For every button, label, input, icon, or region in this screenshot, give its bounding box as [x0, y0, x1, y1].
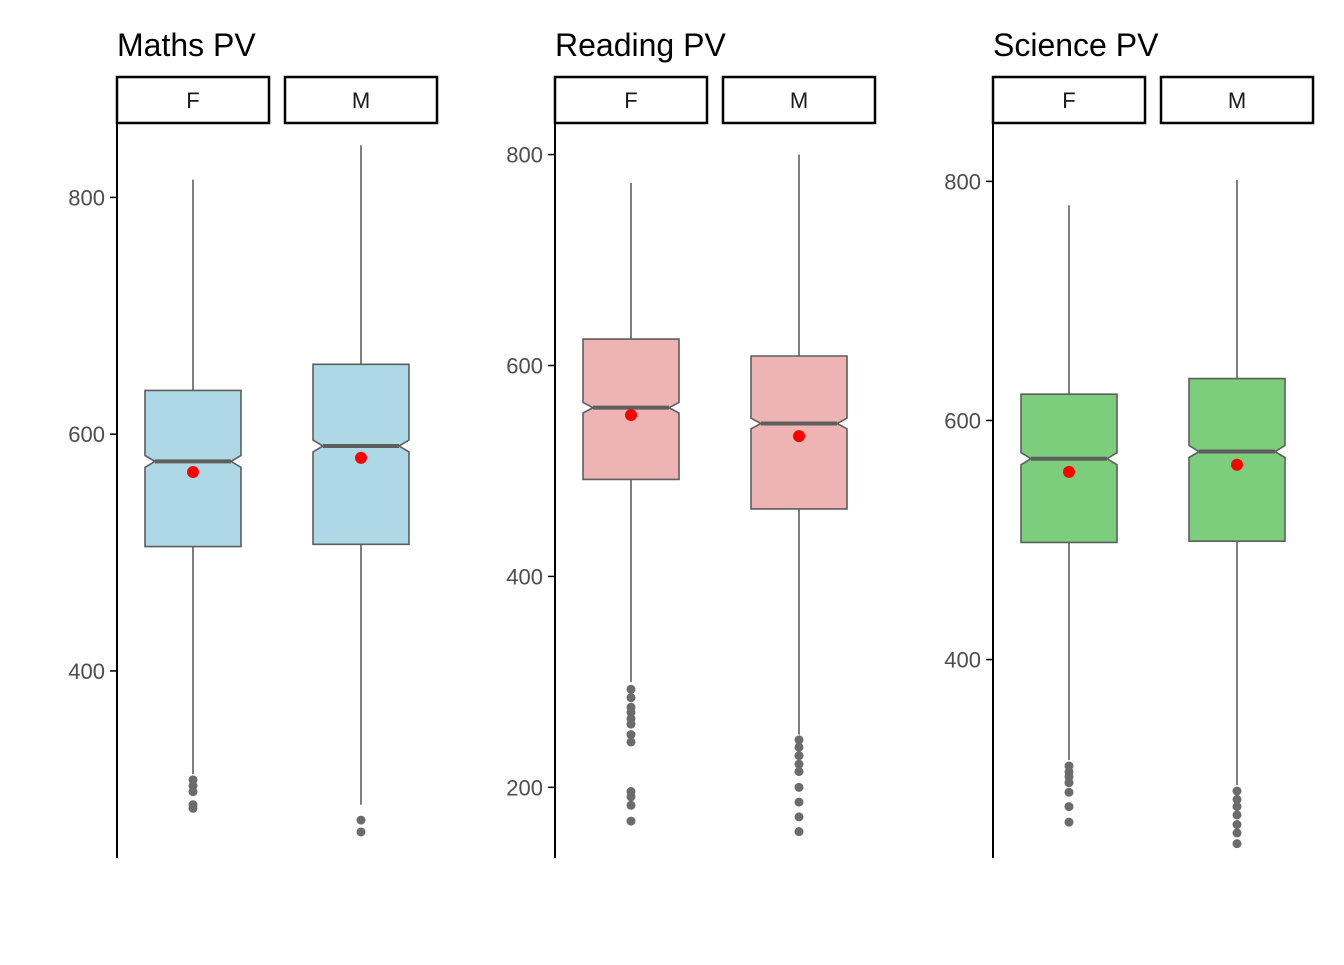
outlier-point — [794, 812, 804, 822]
outlier-point — [626, 684, 636, 694]
panel-title: Reading PV — [555, 27, 726, 63]
facet-strip — [991, 75, 1147, 125]
y-tick-label: 400 — [506, 564, 543, 589]
outlier-point — [1232, 786, 1242, 796]
outlier-point — [626, 816, 636, 826]
mean-point — [625, 409, 637, 422]
outlier-point — [1064, 778, 1074, 788]
outlier-point — [1064, 787, 1074, 797]
y-tick-label: 600 — [944, 408, 981, 433]
outlier-point — [794, 759, 804, 769]
y-tick-label: 600 — [506, 354, 543, 379]
outlier-point — [626, 719, 636, 729]
facet-strip-label: M — [1228, 88, 1246, 113]
outlier-point — [794, 827, 804, 837]
mean-point — [1063, 465, 1075, 478]
y-tick-label: 800 — [506, 143, 543, 168]
outlier-point — [1064, 817, 1074, 827]
outlier-point — [1232, 820, 1242, 830]
facet-strip — [721, 75, 877, 125]
outlier-point — [794, 751, 804, 761]
facet-strip-label: M — [790, 88, 808, 113]
outlier-point — [1232, 839, 1242, 849]
facet-strip — [553, 75, 709, 125]
outlier-point — [188, 787, 198, 797]
outlier-point — [626, 707, 636, 717]
outlier-point — [356, 815, 366, 825]
y-tick-label: 200 — [506, 775, 543, 800]
outlier-point — [794, 797, 804, 807]
mean-point — [355, 451, 367, 464]
mean-point — [187, 466, 199, 479]
facet-strip — [283, 75, 439, 125]
outlier-point — [626, 730, 636, 740]
panel-title: Maths PV — [117, 27, 256, 63]
outlier-point — [626, 792, 636, 802]
outlier-point — [188, 803, 198, 813]
outlier-point — [794, 782, 804, 792]
outlier-point — [626, 737, 636, 747]
facet-strip — [115, 75, 271, 125]
facet-strip-label: M — [352, 88, 370, 113]
facet-strip-label: F — [1062, 88, 1075, 113]
outlier-point — [794, 742, 804, 752]
outlier-point — [1232, 794, 1242, 804]
y-tick-label: 600 — [68, 422, 105, 447]
outlier-point — [1232, 802, 1242, 812]
mean-point — [793, 430, 805, 443]
outlier-point — [1232, 810, 1242, 820]
panel-title: Science PV — [993, 27, 1159, 63]
y-tick-label: 800 — [944, 169, 981, 194]
outlier-point — [626, 800, 636, 810]
outlier-point — [626, 693, 636, 703]
outlier-point — [794, 767, 804, 777]
facet-strip-label: F — [624, 88, 637, 113]
outlier-point — [794, 735, 804, 745]
y-tick-label: 800 — [68, 185, 105, 210]
facet-strip-label: F — [186, 88, 199, 113]
mean-point — [1231, 458, 1243, 471]
outlier-point — [1232, 828, 1242, 838]
y-tick-label: 400 — [944, 648, 981, 673]
outlier-point — [356, 827, 366, 837]
outlier-point — [1064, 802, 1074, 812]
facet-strip — [1159, 75, 1315, 125]
y-tick-label: 400 — [68, 659, 105, 684]
